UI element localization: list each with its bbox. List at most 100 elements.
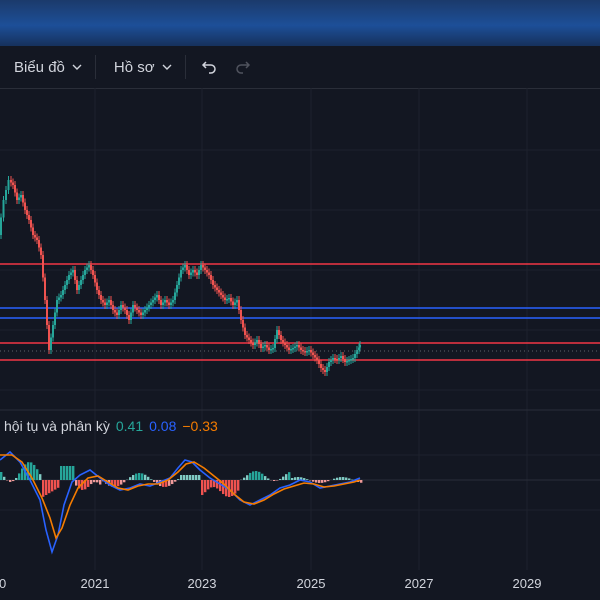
candle-body	[318, 360, 320, 364]
macd-line	[0, 450, 361, 555]
candle-body	[178, 277, 180, 285]
candle-body	[296, 345, 298, 347]
candle-body	[248, 337, 250, 340]
candle-body	[228, 298, 230, 300]
candle-body	[32, 227, 34, 235]
candle-body	[26, 210, 28, 215]
macd-histogram-bar	[345, 477, 348, 480]
macd-histogram-bar	[333, 478, 336, 480]
profile-label: Hồ sơ	[113, 58, 155, 76]
macd-histogram-bar	[63, 466, 66, 480]
macd-histogram-bar	[258, 471, 261, 480]
candle-body	[252, 342, 254, 345]
candle-body	[274, 339, 276, 348]
macd-histogram-bar	[18, 473, 21, 480]
candle-body	[60, 295, 62, 298]
macd-histogram-bar	[315, 480, 318, 483]
candle-body	[46, 300, 48, 325]
macd-histogram-bar	[123, 480, 126, 483]
candle-body	[158, 295, 160, 300]
candle-body	[96, 282, 98, 290]
candle-body	[208, 272, 210, 275]
price-chart[interactable]: 0 2021 2023 2025 2027 2029	[0, 88, 600, 600]
candle-body	[116, 312, 118, 315]
macd-histogram-bar	[303, 478, 306, 480]
chart-type-dropdown[interactable]: Biểu đồ	[6, 52, 91, 82]
candle-body	[226, 299, 228, 301]
candle-body	[202, 265, 204, 268]
candle-body	[230, 298, 232, 302]
candle-body	[238, 300, 240, 310]
macd-histogram-bar	[168, 480, 171, 486]
candle-body	[78, 285, 80, 290]
candle-body	[332, 358, 334, 360]
window-header	[0, 0, 600, 46]
candle-body	[340, 356, 342, 358]
candle-body	[262, 346, 264, 348]
candle-body	[146, 307, 148, 310]
macd-histogram-bar	[291, 477, 294, 480]
candle-body	[18, 197, 20, 200]
macd-histogram-bar	[285, 474, 288, 480]
candle-body	[64, 285, 66, 290]
macd-histogram-bar	[300, 477, 303, 480]
redo-button[interactable]	[228, 52, 258, 82]
toolbar-divider	[94, 55, 96, 79]
candle-body	[256, 340, 258, 343]
candle-body	[206, 270, 208, 273]
candle-body	[40, 247, 42, 255]
candle-body	[70, 272, 72, 275]
candle-body	[36, 237, 38, 240]
macd-pane	[0, 450, 600, 555]
macd-histogram-bar	[129, 477, 132, 480]
macd-histogram-bar	[195, 475, 198, 480]
macd-histogram-bar	[183, 475, 186, 480]
candle-body	[192, 270, 194, 273]
macd-histogram-bar	[264, 476, 267, 480]
candle-body	[168, 302, 170, 305]
candle-body	[328, 362, 330, 367]
candle-body	[224, 297, 226, 300]
candle-body	[14, 185, 16, 193]
candle-body	[132, 305, 134, 313]
macd-histogram-bar	[213, 480, 216, 488]
macd-histogram-bar	[153, 480, 156, 482]
undo-button[interactable]	[194, 52, 224, 82]
macd-histogram-bar	[45, 480, 48, 495]
candle-body	[122, 305, 124, 308]
signal-line	[0, 454, 361, 540]
candle-body	[174, 292, 176, 300]
x-tick-label: 2025	[297, 576, 326, 591]
candle-body	[156, 295, 158, 298]
candle-body	[222, 295, 224, 298]
candle-body	[136, 307, 138, 310]
signal-value: 0.08	[149, 418, 177, 434]
toolbar-divider	[184, 55, 186, 79]
macd-histogram-bar	[243, 477, 246, 480]
macd-histogram-bar	[360, 480, 363, 483]
candle-body	[170, 302, 172, 305]
candle-body	[44, 277, 46, 300]
candle-body	[294, 346, 296, 348]
macd-histogram-bar	[12, 480, 15, 482]
macd-histogram-bar	[111, 480, 114, 487]
candle-body	[74, 270, 76, 280]
candle-body	[310, 350, 312, 353]
profile-dropdown[interactable]: Hồ sơ	[106, 52, 181, 82]
candle-body	[276, 330, 278, 339]
horizontal-levels	[0, 263, 600, 361]
candle-body	[288, 347, 290, 350]
candle-body	[100, 295, 102, 300]
candle-body	[128, 315, 130, 320]
macd-histogram-bar	[207, 480, 210, 490]
macd-histogram-bar	[234, 480, 237, 494]
macd-histogram-bar	[246, 475, 249, 480]
candle-body	[190, 272, 192, 275]
macd-histogram-bar	[294, 477, 297, 480]
candle-body	[92, 270, 94, 275]
candle-body	[118, 310, 120, 315]
macd-histogram-bar	[57, 480, 60, 488]
macd-histogram-bar	[261, 473, 264, 480]
candle-body	[350, 359, 352, 361]
candle-body	[218, 290, 220, 293]
